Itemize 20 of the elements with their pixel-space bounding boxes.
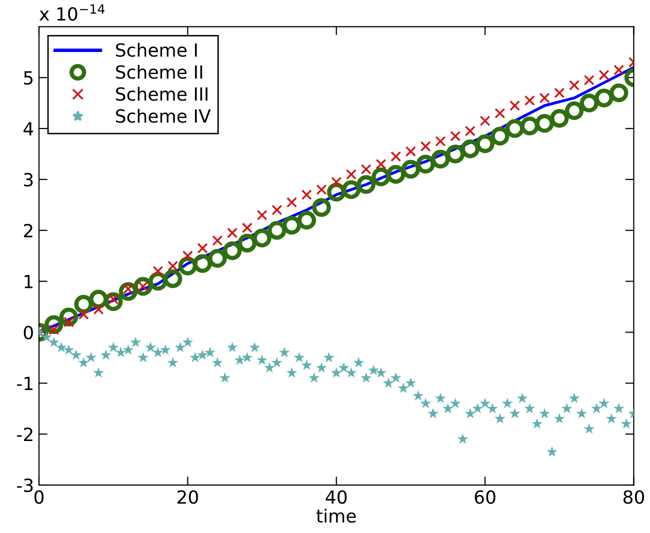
x-tick-label: 20: [178, 490, 198, 504]
y-tick-label: 4: [24, 122, 34, 136]
legend-label: Scheme IV: [116, 108, 211, 123]
legend-label: Scheme II: [116, 64, 202, 79]
y-tick-label: 3: [24, 172, 33, 187]
legend-label: Scheme III: [116, 86, 208, 101]
text: x 10$^{−14}$: [40, 4, 105, 21]
x-tick-label: 40: [326, 490, 347, 504]
x-tick-label: 0: [34, 490, 44, 504]
y-tick-label: 5: [24, 71, 33, 85]
legend-label: Scheme I: [116, 42, 197, 57]
y-tick-label: 1: [24, 275, 32, 288]
x-tick-label: 80: [623, 490, 644, 504]
y-tick-label: -1: [17, 376, 32, 390]
x-axis-title: time: [316, 508, 356, 523]
y-tick-label: -2: [17, 428, 32, 441]
y-tick-label: -3: [17, 478, 33, 492]
y-tick-label: 2: [24, 224, 32, 238]
y-tick-label: 0: [24, 326, 33, 340]
x-tick-label: 60: [474, 490, 496, 504]
